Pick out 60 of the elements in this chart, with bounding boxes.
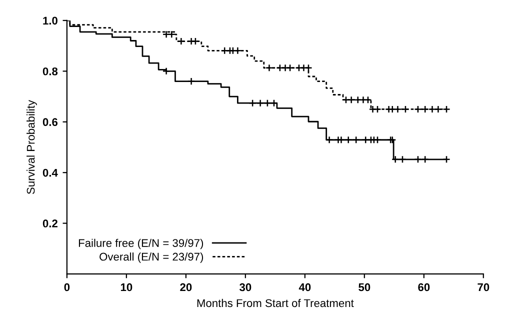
point xyxy=(168,30,176,38)
point xyxy=(256,99,264,107)
point xyxy=(442,156,450,164)
point xyxy=(428,105,436,114)
point xyxy=(414,156,422,164)
point xyxy=(442,105,450,114)
point xyxy=(234,46,242,55)
x-tick-label: 10 xyxy=(120,283,132,292)
legend-label: Overall (E/N = 23/97) xyxy=(100,252,204,263)
x-axis-title: Months From Start of Treatment xyxy=(197,298,354,308)
point xyxy=(398,156,406,164)
point xyxy=(394,105,402,114)
point xyxy=(304,64,312,72)
point xyxy=(281,64,290,72)
point xyxy=(342,96,350,104)
point xyxy=(374,105,382,114)
y-axis-title: Survival Probability xyxy=(26,100,37,194)
legend-label: Failure free (E/N = 39/97) xyxy=(78,238,204,250)
point xyxy=(352,136,360,144)
point xyxy=(162,30,170,38)
point xyxy=(386,136,394,144)
point xyxy=(362,136,370,144)
point xyxy=(359,96,368,104)
point xyxy=(295,64,303,72)
x-tick-label: 70 xyxy=(478,283,490,292)
point xyxy=(187,77,196,86)
point xyxy=(162,67,170,76)
x-tick-label: 60 xyxy=(418,283,430,292)
x-tick-label: 20 xyxy=(180,283,192,292)
y-tick-label: 0.2 xyxy=(42,220,58,228)
point xyxy=(421,105,429,114)
point xyxy=(276,64,284,72)
y-tick-label: 0.4 xyxy=(42,168,58,177)
point xyxy=(347,96,356,104)
point xyxy=(248,99,256,107)
point xyxy=(286,64,294,72)
point xyxy=(220,46,228,55)
x-tick-label: 30 xyxy=(240,283,252,292)
point xyxy=(354,96,362,104)
y-tick-label: 0.8 xyxy=(42,67,58,76)
point xyxy=(344,136,352,144)
point xyxy=(402,105,410,114)
point xyxy=(265,64,274,72)
point xyxy=(391,156,400,164)
point xyxy=(177,37,186,46)
point xyxy=(374,136,382,144)
x-tick-label: 40 xyxy=(298,283,311,292)
point xyxy=(414,105,422,114)
point xyxy=(421,156,429,164)
point xyxy=(388,136,396,144)
y-tick-label: 1.0 xyxy=(43,16,58,25)
point xyxy=(364,96,372,104)
x-tick-label: 0 xyxy=(64,283,70,292)
point xyxy=(434,105,442,114)
x-tick-label: 50 xyxy=(358,283,370,292)
y-tick-label: 0.6 xyxy=(42,118,58,126)
point xyxy=(264,99,272,107)
point xyxy=(192,37,200,46)
point xyxy=(368,105,377,114)
point xyxy=(300,64,308,72)
